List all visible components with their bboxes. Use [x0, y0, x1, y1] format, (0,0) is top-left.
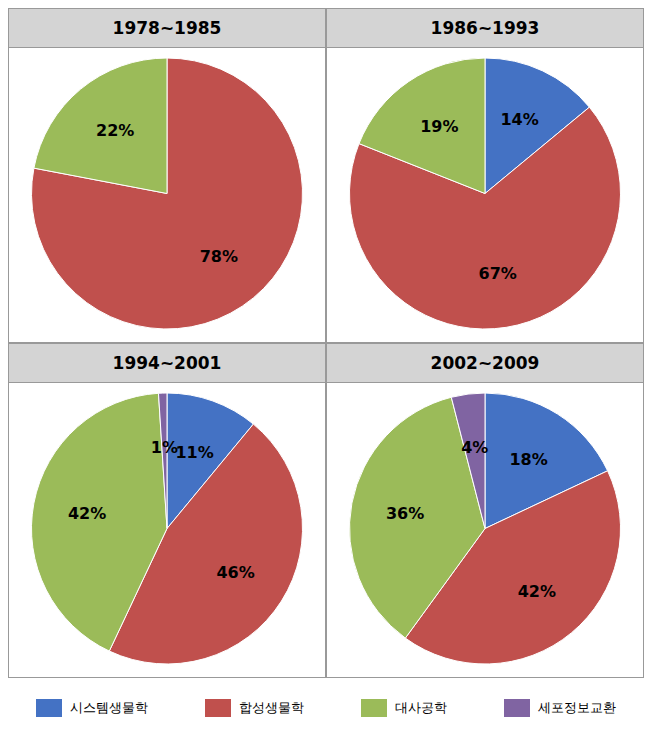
svg-text:46%: 46% — [216, 563, 254, 582]
svg-text:67%: 67% — [479, 264, 517, 283]
html-text:1986~1993: 1986~1993 — [430, 18, 540, 38]
svg-text:22%: 22% — [96, 121, 134, 140]
html-text:대사공학: 대사공학 — [394, 700, 447, 715]
svg-text:1%: 1% — [151, 438, 178, 457]
svg-text:42%: 42% — [68, 504, 106, 523]
svg-text:19%: 19% — [420, 117, 458, 136]
svg-text:14%: 14% — [500, 110, 538, 129]
html-text:시스템생물학: 시스템생물학 — [70, 700, 149, 715]
svg-text:11%: 11% — [175, 443, 213, 462]
svg-text:36%: 36% — [386, 504, 424, 523]
svg-text:78%: 78% — [200, 247, 238, 266]
html-text:1994~2001: 1994~2001 — [112, 353, 222, 373]
svg-text:18%: 18% — [509, 450, 547, 469]
html-text:세포정보교환: 세포정보교환 — [537, 700, 616, 715]
svg-text:42%: 42% — [518, 582, 556, 601]
html-text:합성생물학: 합성생물학 — [239, 700, 305, 715]
svg-text:4%: 4% — [461, 438, 488, 457]
html-text:1978~1985: 1978~1985 — [112, 18, 222, 38]
html-text:2002~2009: 2002~2009 — [430, 353, 540, 373]
